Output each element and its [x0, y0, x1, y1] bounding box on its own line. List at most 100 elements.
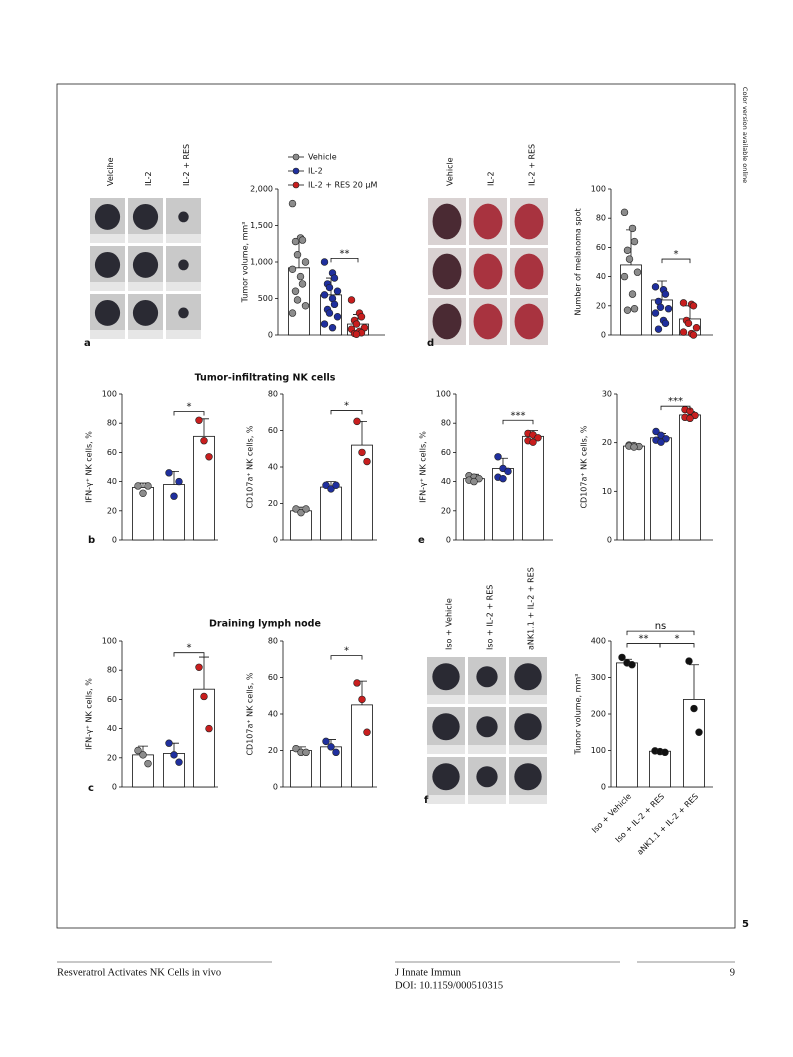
data-point — [328, 324, 337, 332]
data-point — [661, 290, 670, 298]
lung — [432, 303, 462, 340]
y-tick-label: 80 — [268, 637, 278, 646]
data-point — [686, 414, 694, 423]
data-point — [296, 272, 305, 281]
data-point — [332, 481, 340, 489]
significance-bracket — [173, 652, 205, 657]
data-point — [302, 505, 310, 513]
side-note: Color version available online — [741, 87, 749, 183]
tumor — [476, 666, 498, 688]
data-point — [302, 748, 310, 757]
tumor — [514, 763, 542, 791]
data-point — [692, 324, 701, 332]
error-bar — [199, 656, 209, 690]
data-point — [628, 661, 636, 669]
data-point — [628, 290, 637, 298]
photo-label: Vehicle — [446, 157, 455, 186]
tumor — [476, 766, 498, 788]
data-point — [322, 481, 330, 489]
error-bar — [357, 420, 367, 446]
data-point — [293, 251, 302, 259]
data-point — [689, 302, 698, 310]
lung — [473, 253, 503, 290]
y-tick-label: 300 — [591, 673, 606, 682]
data-point — [327, 743, 335, 751]
ruler — [427, 795, 465, 804]
data-point — [327, 485, 335, 493]
photo-label: Velcihe — [106, 157, 115, 186]
ruler — [427, 695, 465, 704]
significance-bracket — [173, 411, 205, 416]
significance-bracket — [660, 405, 691, 411]
bar — [351, 704, 373, 788]
data-point — [352, 320, 361, 328]
data-point — [654, 325, 663, 333]
bar — [679, 414, 701, 541]
data-point — [298, 236, 307, 244]
section-title: Tumor-infiltrating NK cells — [195, 373, 336, 384]
y-axis-label: IFN-γ⁺ NK cells, % — [419, 431, 428, 503]
significance-bracket — [502, 419, 534, 425]
x-tick-label: aNK1.1 + IL-2 + RES — [635, 792, 700, 857]
y-tick-label: 10 — [602, 487, 612, 496]
tumor — [432, 763, 460, 791]
legend-label: Vehicle — [308, 153, 337, 162]
y-tick-label: 20 — [107, 506, 117, 515]
bar — [522, 435, 544, 541]
panel-letter: c — [88, 783, 94, 794]
data-point — [200, 437, 208, 445]
data-point — [293, 296, 302, 304]
y-axis-label: IFN-γ⁺ NK cells, % — [85, 678, 94, 750]
photo-label: IL-2 — [144, 171, 153, 186]
data-point — [144, 482, 152, 490]
data-point — [494, 453, 502, 461]
ruler — [128, 330, 163, 339]
bar — [320, 486, 342, 541]
y-tick-label: 60 — [441, 448, 451, 457]
data-point — [297, 508, 305, 517]
significance-label: *** — [511, 410, 526, 421]
lung — [514, 303, 544, 340]
data-point — [651, 309, 660, 317]
y-tick-label: 80 — [107, 666, 117, 675]
photo-label: IL-2 + RES — [182, 144, 191, 186]
data-point — [165, 739, 173, 747]
data-point — [330, 274, 339, 282]
data-point — [679, 299, 688, 307]
y-tick-label: 100 — [102, 390, 117, 399]
y-axis-label: IFN-γ⁺ NK cells, % — [85, 431, 94, 503]
significance-bracket — [330, 410, 363, 415]
data-point — [170, 751, 178, 759]
tumor — [94, 203, 121, 230]
significance-label: ns — [655, 621, 667, 632]
data-point — [322, 737, 330, 746]
ruler — [468, 795, 506, 804]
data-point — [332, 748, 340, 757]
tumor — [132, 203, 159, 230]
significance-bracket — [330, 257, 359, 263]
legend-marker — [292, 181, 300, 189]
data-point — [363, 728, 371, 736]
significance-label: * — [187, 402, 192, 413]
y-tick-label: 100 — [591, 185, 606, 194]
photo-label: IL-2 + RES — [528, 144, 537, 186]
tumor — [178, 211, 189, 223]
tumor — [514, 663, 542, 691]
bar — [623, 445, 645, 541]
y-axis-label: CD107a⁺ NK cells, % — [580, 425, 589, 508]
data-point — [170, 492, 178, 500]
significance-label: * — [674, 249, 679, 260]
y-tick-label: 0 — [601, 783, 606, 792]
data-point — [200, 692, 208, 701]
panel-letter: e — [418, 535, 425, 546]
data-point — [352, 330, 361, 338]
tumor — [476, 716, 498, 738]
doi: DOI: 10.1159/000510315 — [395, 980, 503, 991]
page-number: 9 — [730, 967, 735, 978]
data-point — [134, 746, 142, 755]
panel-letter: a — [84, 338, 91, 349]
data-point — [288, 309, 297, 317]
y-tick-label: 80 — [107, 419, 117, 428]
data-point — [529, 438, 537, 446]
y-tick-label: 200 — [591, 710, 606, 719]
